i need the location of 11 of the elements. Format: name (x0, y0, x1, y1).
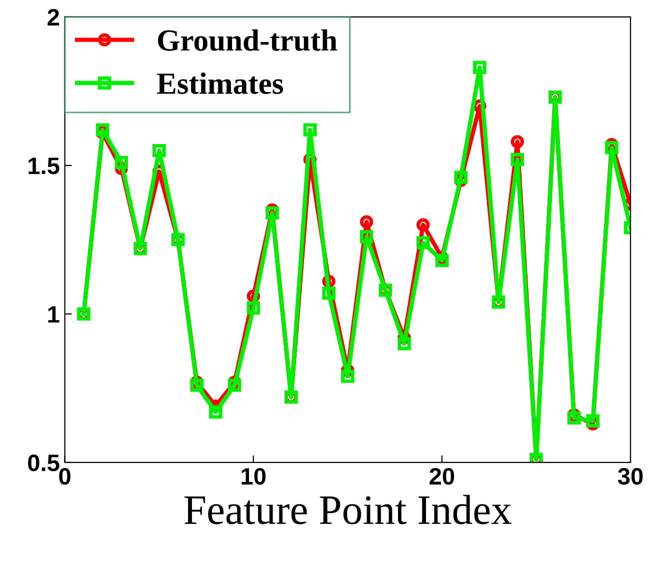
y-tick-label: 2 (48, 8, 59, 26)
x-tick-label: 0 (59, 468, 70, 485)
y-tick-label: 1.5 (28, 158, 60, 174)
x-tick-label: 10 (242, 468, 266, 485)
y-tick-label: 1 (48, 306, 60, 323)
y-tick-label: 0.5 (28, 454, 60, 472)
legend-label: Ground-truth (158, 29, 338, 51)
legend-label: Estimates (156, 72, 284, 94)
x-tick-label: 30 (618, 468, 643, 485)
x-axis-title: Feature Point Index (184, 494, 512, 524)
x-tick-label: 20 (430, 468, 454, 485)
